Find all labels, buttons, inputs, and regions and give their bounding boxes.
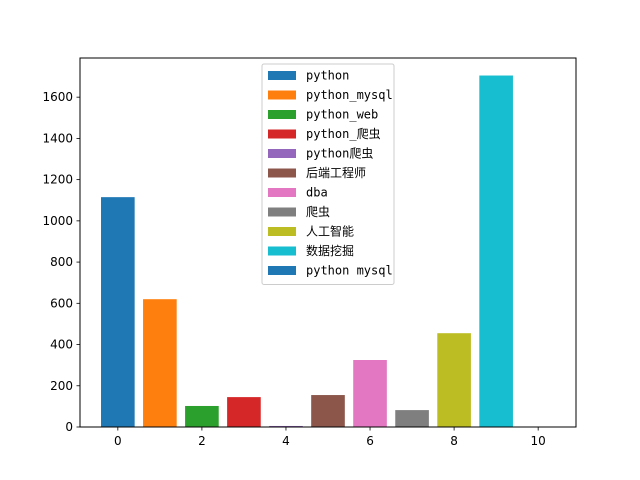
y-tick-label: 1600 <box>42 90 73 104</box>
legend-swatch <box>268 188 296 197</box>
bar-2 <box>185 405 219 427</box>
bar-4 <box>269 425 303 427</box>
legend-label: 后端工程师 <box>306 165 366 180</box>
x-axis: 0 2 4 6 8 10 <box>114 427 546 448</box>
legend-label: python_mysql <box>306 88 393 102</box>
bar-7 <box>395 410 429 427</box>
legend-swatch <box>268 149 296 158</box>
legend-swatch <box>268 227 296 236</box>
legend-swatch <box>268 246 296 256</box>
bars-group <box>101 75 513 428</box>
legend-label: 爬虫 <box>306 205 330 219</box>
x-tick-label: 6 <box>366 434 374 448</box>
legend-label: python爬虫 <box>306 147 373 161</box>
legend-label: python mysql <box>306 264 393 278</box>
x-tick-label: 4 <box>282 434 290 448</box>
y-tick-label: 1000 <box>42 214 73 228</box>
y-tick-label: 1400 <box>42 131 73 145</box>
legend-label: python_爬虫 <box>306 127 381 141</box>
legend-label: 人工智能 <box>306 224 354 239</box>
y-tick-label: 200 <box>50 379 73 393</box>
bar-6 <box>353 360 387 427</box>
x-tick-label: 2 <box>198 434 206 448</box>
legend-swatch <box>268 207 296 217</box>
y-axis: 0 200 400 600 800 1000 1200 1400 1600 <box>42 90 80 434</box>
y-tick-label: 800 <box>50 255 73 269</box>
x-tick-label: 10 <box>531 434 546 448</box>
legend-swatch <box>268 90 296 100</box>
y-tick-label: 400 <box>50 338 73 352</box>
axes-frame <box>79 57 577 428</box>
legend-swatch <box>268 266 296 275</box>
bar-1 <box>143 299 177 427</box>
legend-swatch <box>268 129 296 139</box>
y-tick-label: 0 <box>65 420 73 434</box>
legend-label: python_web <box>306 108 378 122</box>
legend-swatch <box>268 71 296 80</box>
legend-swatch <box>268 168 296 178</box>
x-tick-label: 8 <box>450 434 458 448</box>
bar-0 <box>101 197 135 427</box>
x-tick-label: 0 <box>114 434 122 448</box>
legend: python python_mysql python_web python_爬虫pyt… <box>261 63 395 285</box>
bar-9 <box>479 75 513 428</box>
legend-label: python <box>306 69 349 83</box>
bar-5 <box>311 395 345 427</box>
bar-3 <box>227 397 261 427</box>
legend-swatch <box>268 110 296 119</box>
y-tick-label: 1200 <box>42 173 73 187</box>
legend-label: dba <box>306 186 328 200</box>
y-tick-label: 600 <box>50 296 73 310</box>
legend-label: 数据挖掘 <box>306 243 354 258</box>
bar-8 <box>437 333 471 427</box>
